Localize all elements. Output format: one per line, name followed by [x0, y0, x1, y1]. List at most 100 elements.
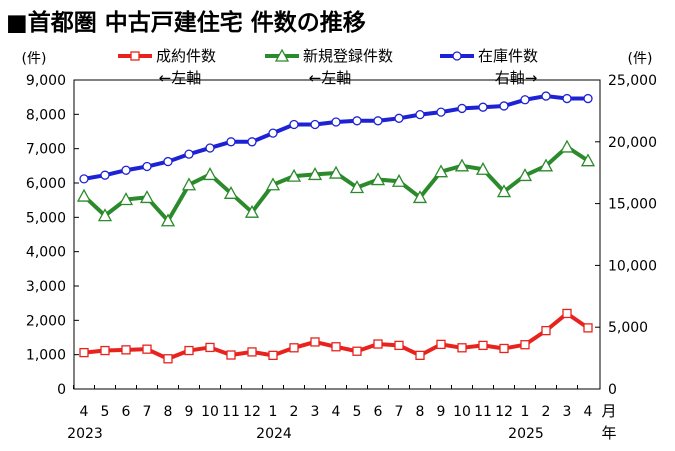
right-axis-unit: (件) [628, 51, 653, 67]
new-listings-point [181, 177, 197, 191]
x-axis-tick-label: 10 [201, 404, 219, 420]
inventory-point [373, 116, 383, 126]
legend-contracts-axis-note: ←左軸 [159, 69, 202, 87]
new-listings-point [496, 184, 512, 198]
inventory-point [541, 91, 551, 101]
x-axis-tick-label: 4 [584, 404, 593, 420]
x-axis-tick-label: 9 [437, 404, 446, 420]
contracts-point [205, 342, 215, 353]
contracts-point [541, 325, 551, 336]
left-axis-unit: (件) [22, 51, 47, 67]
new-listings-point [370, 172, 386, 186]
left-axis-tick-label: 3,000 [26, 279, 66, 295]
new-listings-point [559, 139, 575, 153]
inventory-point [583, 93, 593, 104]
x-axis-tick-label: 6 [122, 404, 131, 420]
inventory-point [226, 137, 236, 147]
contracts-point [184, 345, 194, 356]
inventory-point [457, 103, 467, 114]
legend-new-listings-axis-note: ←左軸 [309, 69, 352, 87]
inventory-point [184, 149, 194, 159]
inventory-point [520, 95, 530, 105]
x-axis-tick-label: 7 [395, 404, 404, 420]
x-axis-year-label: 2023 [67, 426, 103, 442]
contracts-point [79, 347, 89, 358]
contracts-point [247, 347, 257, 357]
contracts-point [583, 323, 593, 333]
inventory-point [100, 170, 110, 180]
legend-contracts-label: 成約件数 [156, 47, 216, 65]
left-axis-tick-label: 8,000 [26, 107, 66, 123]
contracts-point [268, 350, 278, 361]
inventory-point [289, 119, 299, 130]
legend-contracts-marker [130, 51, 140, 61]
inventory-point [79, 174, 89, 184]
contracts-point [331, 342, 341, 352]
x-axis-tick-label: 10 [453, 404, 471, 420]
inventory-point [268, 128, 278, 138]
month-unit-label: 月 [601, 402, 616, 420]
x-axis-tick-label: 2 [290, 404, 299, 420]
x-axis-tick-label: 5 [353, 404, 362, 420]
contracts-point [310, 337, 320, 347]
x-axis-tick-label: 5 [101, 404, 110, 420]
left-axis-tick-label: 2,000 [26, 313, 66, 329]
x-axis-tick-label: 9 [185, 404, 194, 420]
contracts-point [394, 340, 404, 351]
right-axis-tick-label: 15,000 [608, 197, 657, 213]
left-axis-tick-label: 4,000 [26, 245, 66, 261]
inventory-point [562, 93, 572, 104]
new-listings-point [328, 165, 344, 179]
new-listings-point [97, 208, 113, 222]
contracts-point [436, 339, 446, 350]
inventory-point [436, 107, 446, 117]
plot-frame [73, 79, 601, 390]
new-listings-point [349, 180, 365, 194]
x-axis-year-label: 2025 [508, 426, 544, 442]
new-listings-point [223, 185, 239, 199]
inventory-point [310, 119, 320, 130]
x-axis-tick-label: 1 [521, 404, 530, 420]
contracts-point [121, 345, 131, 355]
legend-inventory-axis-note: 右軸→ [495, 69, 538, 87]
new-listings-point [160, 213, 176, 227]
right-axis-tick-label: 10,000 [608, 258, 657, 274]
legend-new-listings-marker [274, 48, 290, 62]
x-axis-tick-label: 4 [80, 404, 89, 420]
contracts-line [83, 311, 590, 361]
left-axis-tick-label: 6,000 [26, 176, 66, 192]
year-unit-label: 年 [601, 424, 616, 442]
x-axis-year-label: 2024 [256, 426, 292, 442]
new-listings-line [82, 144, 590, 223]
right-axis-tick-label: 25,000 [608, 73, 657, 89]
new-listings-point [76, 188, 92, 202]
left-axis-tick-label: 1,000 [26, 348, 66, 364]
right-axis-tick-label: 0 [608, 382, 617, 398]
left-axis-tick-label: 7,000 [26, 142, 66, 158]
contracts-point [373, 339, 383, 349]
inventory-point [478, 102, 488, 112]
inventory-point [142, 161, 152, 172]
new-listings-point [202, 167, 218, 181]
new-listings-point [412, 190, 428, 204]
chart-title: ■首都圏 中古戸建住宅 件数の推移 [6, 10, 366, 36]
contracts-point [226, 350, 236, 360]
inventory-point [205, 143, 215, 153]
x-axis-tick-label: 3 [311, 404, 320, 420]
x-axis-tick-label: 6 [374, 404, 383, 420]
x-axis-tick-label: 11 [474, 404, 492, 420]
new-listings-point [244, 204, 260, 218]
new-listings-point [307, 167, 323, 181]
left-axis-tick-label: 0 [57, 382, 66, 398]
x-axis-tick-label: 11 [222, 404, 240, 420]
x-axis-tick-label: 4 [332, 404, 341, 420]
new-listings-point [475, 161, 491, 175]
new-listings-point [139, 190, 155, 204]
left-axis-tick-label: 5,000 [26, 210, 66, 226]
new-listings-point [118, 192, 134, 206]
legend-new-listings-label: 新規登録件数 [303, 47, 393, 65]
contracts-point [499, 343, 509, 354]
x-axis-tick-label: 3 [563, 404, 572, 420]
inventory-point [121, 165, 131, 175]
